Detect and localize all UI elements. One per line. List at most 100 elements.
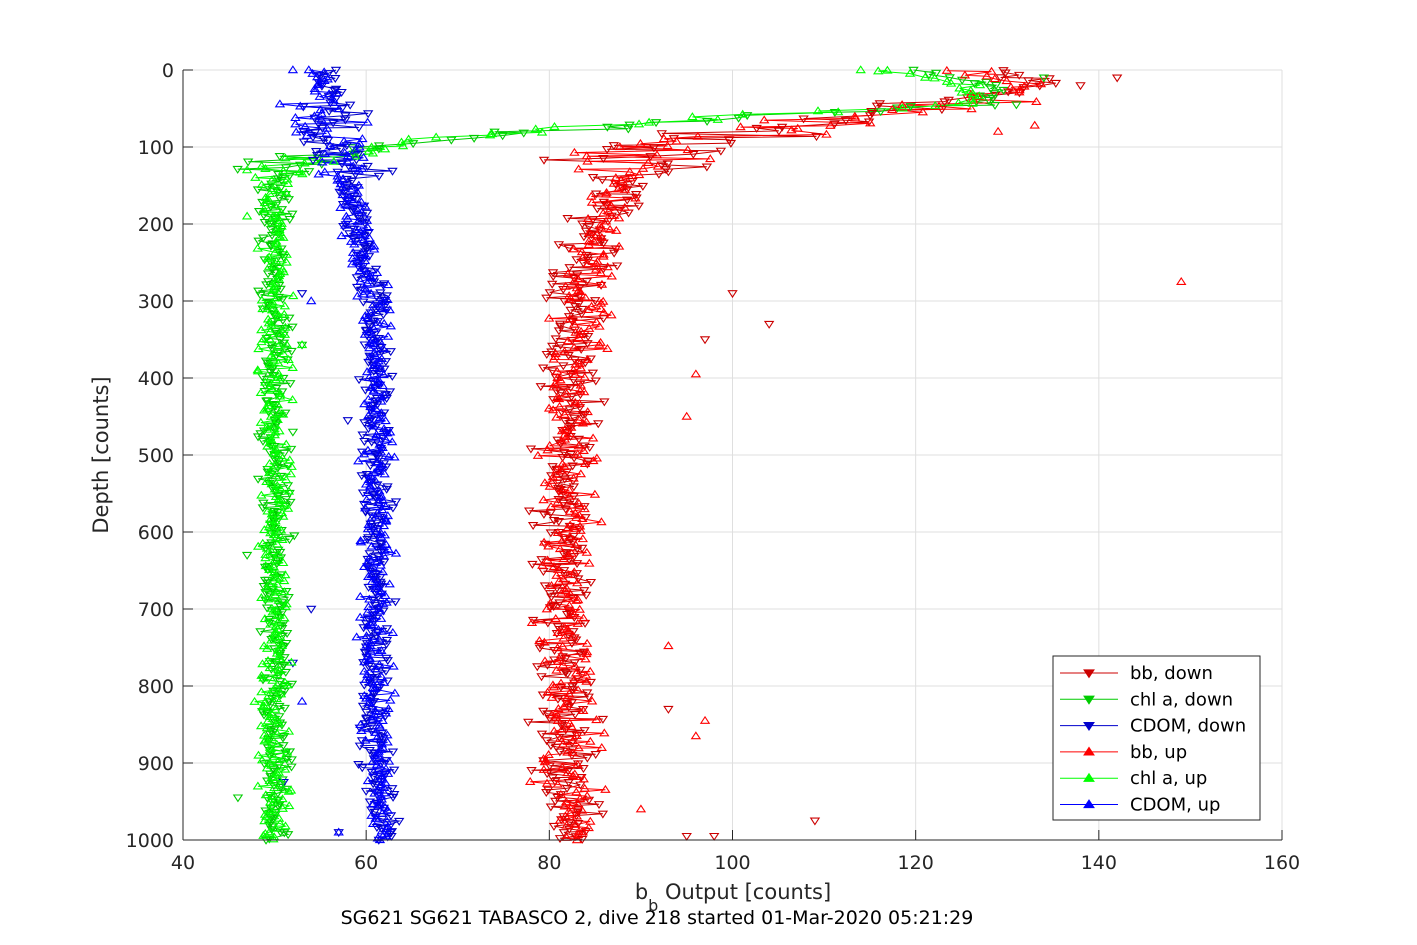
data-point: [264, 220, 276, 229]
data-point: [367, 362, 378, 371]
data-point: [277, 803, 288, 812]
data-point: [299, 121, 311, 130]
data-point: [560, 669, 571, 678]
data-point: [372, 317, 384, 326]
data-point: [323, 107, 335, 116]
data-point: [275, 818, 286, 827]
data-point: [366, 577, 378, 586]
data-point: [283, 486, 295, 495]
data-point: [255, 388, 267, 396]
data-point: [287, 291, 299, 300]
data-point: [362, 241, 374, 250]
data-point: [557, 762, 568, 771]
data-point: [560, 726, 571, 735]
data-point: [257, 504, 269, 513]
data-point: [267, 607, 278, 616]
data-point: [578, 648, 590, 657]
data-point: [360, 715, 372, 724]
data-point: [681, 832, 692, 841]
data-point: [351, 274, 363, 283]
data-point: [332, 168, 343, 177]
data-point: [569, 659, 580, 668]
data-point: [539, 757, 551, 766]
data-point: [301, 130, 313, 139]
data-point: [368, 767, 379, 776]
data-point: [1002, 88, 1014, 97]
data-point: [598, 307, 610, 316]
data-point: [260, 377, 271, 386]
data-point: [725, 139, 737, 148]
data-point: [344, 193, 355, 202]
data-point: [382, 737, 393, 746]
data-point: [364, 326, 375, 335]
data-point: [268, 419, 280, 428]
data-point: [578, 613, 589, 622]
data-point: [559, 801, 570, 810]
data-point: [556, 466, 568, 475]
data-point: [319, 167, 331, 176]
data-point: [374, 659, 385, 668]
data-point: [553, 528, 565, 537]
data-point: [337, 190, 348, 199]
data-point: [873, 66, 884, 75]
data-point: [386, 437, 398, 446]
data-point: [362, 558, 373, 567]
data-point: [319, 149, 331, 158]
data-point: [541, 604, 553, 613]
data-point: [590, 751, 601, 759]
data-point: [258, 499, 269, 508]
data-point: [545, 598, 556, 607]
data-point: [284, 314, 295, 323]
data-point: [583, 796, 595, 805]
data-point: [352, 217, 364, 226]
data-point: [358, 500, 370, 509]
data-point: [327, 97, 339, 106]
data-point: [362, 162, 373, 171]
data-point: [379, 144, 391, 153]
data-point: [373, 145, 385, 154]
data-point: [281, 588, 292, 596]
x-tick-label-3: 100: [714, 852, 750, 874]
data-point: [361, 620, 372, 629]
data-point: [360, 201, 371, 210]
data-point: [372, 481, 383, 490]
data-point: [278, 576, 290, 585]
data-point: [265, 203, 276, 212]
data-point: [606, 211, 617, 220]
data-point: [568, 631, 579, 640]
data-point: [280, 602, 291, 611]
data-point: [272, 773, 284, 782]
data-point: [272, 802, 284, 811]
data-point: [277, 534, 288, 543]
data-point: [250, 172, 261, 181]
data-point: [380, 591, 391, 599]
data-point: [564, 406, 575, 415]
data-point: [621, 186, 633, 195]
data-point: [261, 422, 273, 431]
data-point: [377, 380, 388, 389]
data-point: [383, 756, 395, 765]
data-point: [619, 202, 631, 211]
data-point: [356, 207, 367, 216]
data-point: [560, 654, 571, 663]
data-point: [275, 779, 286, 788]
data-point: [261, 404, 273, 413]
data-point: [590, 190, 602, 199]
data-point: [539, 637, 550, 646]
data-point: [652, 161, 664, 170]
legend-entry-0: bb, down: [1130, 663, 1213, 684]
data-point: [865, 118, 876, 127]
data-point: [287, 65, 299, 74]
data-point: [569, 356, 581, 365]
data-point: [346, 259, 358, 268]
data-point: [333, 827, 344, 836]
data-point: [776, 123, 788, 132]
data-point: [699, 336, 711, 345]
data-point: [309, 84, 320, 93]
data-point: [279, 613, 290, 622]
data-point: [280, 439, 292, 448]
data-point: [1038, 74, 1050, 83]
data-point: [265, 759, 276, 768]
data-point: [274, 495, 285, 504]
x-tick-label-6: 160: [1264, 852, 1300, 874]
